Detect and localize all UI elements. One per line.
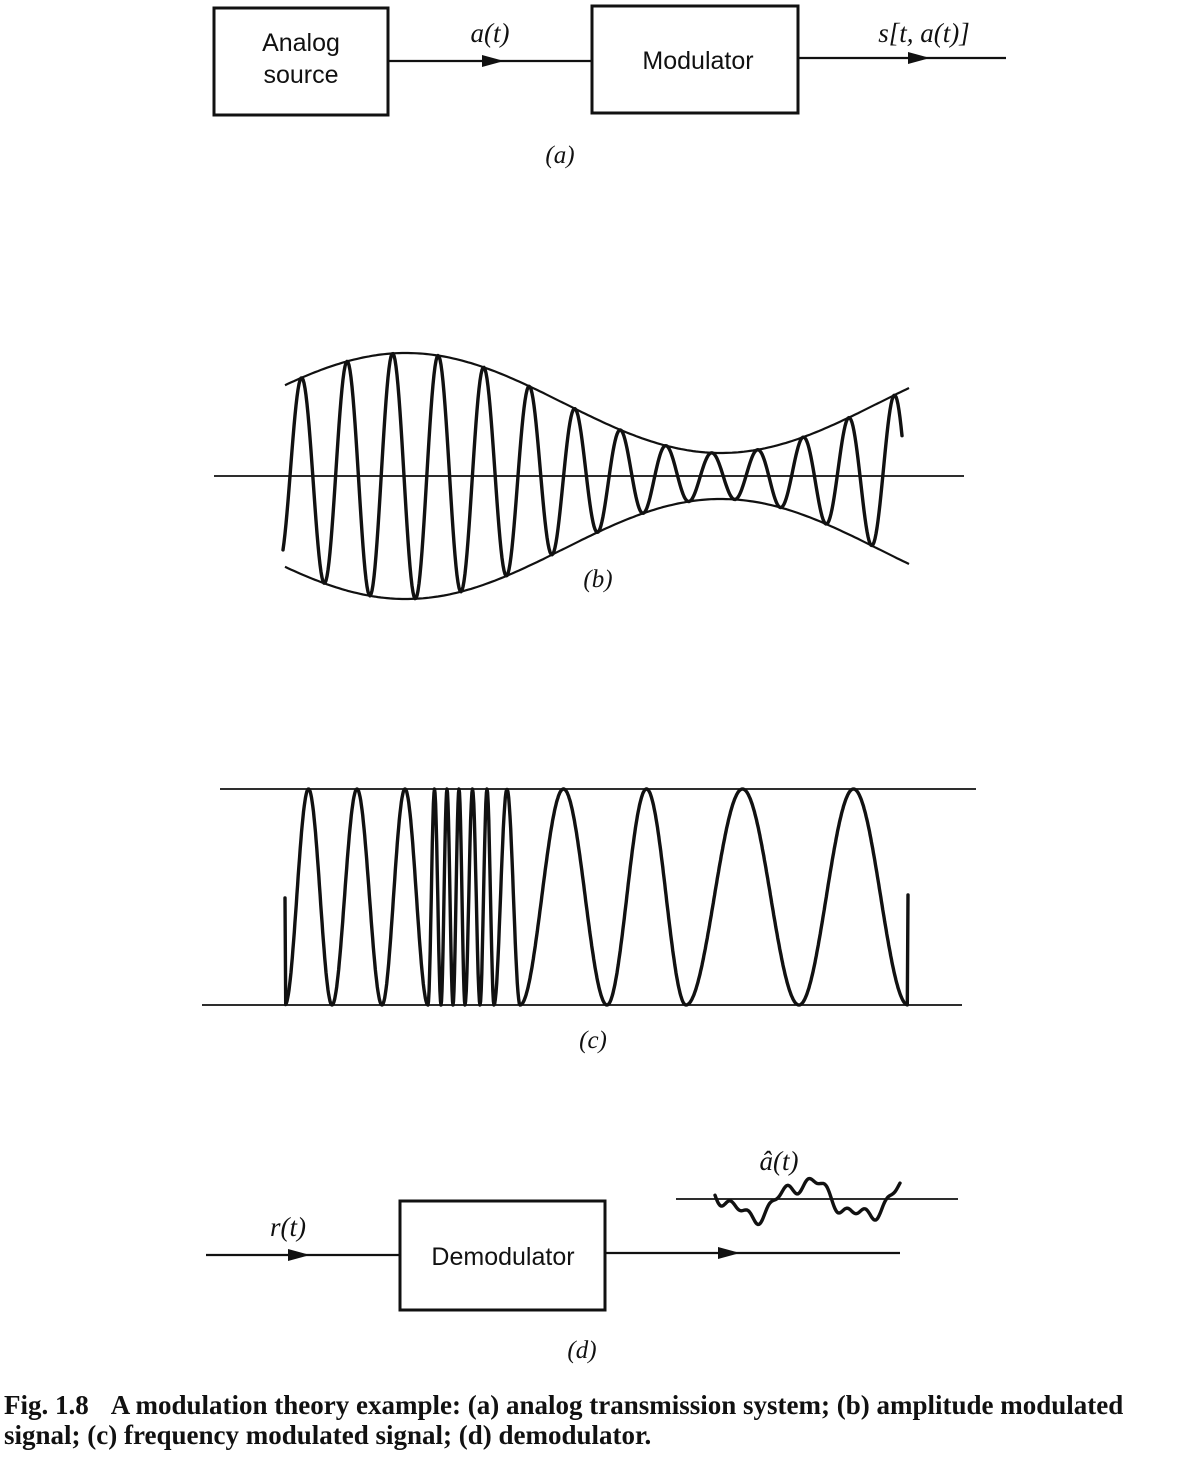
modulator-output-arrowhead [908, 52, 930, 64]
received-signal-label: r(t) [270, 1212, 306, 1242]
panel-c-label: (c) [579, 1027, 607, 1054]
panel-a-label: (a) [545, 142, 574, 169]
am-carrier-waveform [281, 351, 904, 601]
fm-waveform [283, 787, 910, 1007]
estimated-message-waveform [713, 1176, 902, 1227]
panel-d-demodulator: r(t) Demodulator â(t) (d) [206, 1146, 958, 1364]
demodulator-block [398, 1199, 607, 1312]
analog-source-label-line2: source [263, 61, 338, 89]
panel-c-fm-signal: (c) [202, 787, 976, 1054]
signal-a-label: a(t) [471, 18, 510, 48]
modulated-signal-label: s[t, a(t)] [878, 18, 970, 48]
am-upper-envelope [284, 351, 910, 455]
estimated-message-label: â(t) [760, 1146, 799, 1176]
modulator-label: Modulator [642, 47, 753, 75]
panel-d-label: (d) [567, 1337, 596, 1364]
source-to-modulator-arrowhead [482, 55, 504, 67]
panel-b-label: (b) [583, 566, 612, 593]
demodulator-label: Demodulator [431, 1243, 574, 1271]
figure-number: Fig. 1.8 [4, 1390, 89, 1420]
panel-a-transmission-system: Analog source a(t) Modulator s[t, a(t)] … [212, 4, 1006, 169]
modulator-block [590, 4, 800, 115]
analog-source-label-line1: Analog [262, 29, 340, 57]
demodulator-output-arrowhead [718, 1247, 740, 1259]
caption-text: A modulation theory example: (a) analog … [4, 1390, 1124, 1450]
received-signal-arrowhead [288, 1249, 310, 1261]
panel-b-am-signal: (b) [214, 351, 964, 601]
figure-caption: Fig. 1.8 A modulation theory example: (a)… [4, 1390, 1184, 1450]
